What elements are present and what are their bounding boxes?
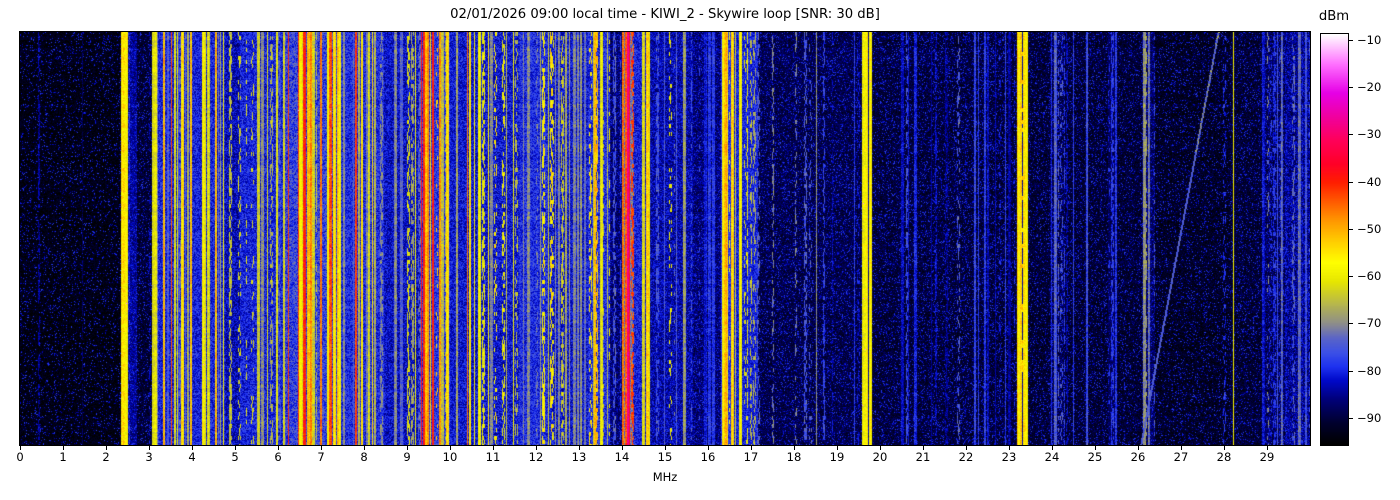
x-tick-label: 23: [1001, 450, 1017, 464]
x-tick-label: 8: [360, 450, 368, 464]
x-tick-label: 15: [657, 450, 673, 464]
x-tick-mark: [1267, 446, 1268, 450]
x-tick-label: 0: [16, 450, 24, 464]
page-title: 02/01/2026 09:00 local time - KIWI_2 - S…: [450, 7, 880, 22]
x-tick-mark: [235, 446, 236, 450]
colorbar-gradient-canvas: [1321, 34, 1348, 445]
x-tick-label: 18: [786, 450, 802, 464]
waterfall-plot-frame: [19, 31, 1311, 446]
colorbar-tick-mark: [1349, 134, 1353, 135]
x-tick-mark: [20, 446, 21, 450]
colorbar-frame: [1320, 33, 1349, 446]
x-tick-label: 19: [829, 450, 845, 464]
colorbar-tick-label: −90: [1357, 410, 1382, 425]
colorbar-tick-label: −60: [1357, 269, 1382, 284]
x-tick-label: 22: [958, 450, 974, 464]
x-tick-mark: [63, 446, 64, 450]
colorbar-tick-label: −30: [1357, 127, 1382, 142]
x-tick-label: 10: [442, 450, 458, 464]
waterfall-heatmap-canvas: [20, 32, 1310, 445]
x-tick-mark: [794, 446, 795, 450]
x-tick-mark: [837, 446, 838, 450]
x-tick-mark: [923, 446, 924, 450]
x-tick-mark: [493, 446, 494, 450]
colorbar-tick-label: −40: [1357, 174, 1382, 189]
x-tick-label: 11: [485, 450, 501, 464]
colorbar-tick-label: −50: [1357, 221, 1382, 236]
x-tick-label: 12: [528, 450, 544, 464]
x-tick-label: 29: [1259, 450, 1275, 464]
x-tick-mark: [106, 446, 107, 450]
x-tick-mark: [192, 446, 193, 450]
colorbar-tick-mark: [1349, 323, 1353, 324]
x-tick-mark: [880, 446, 881, 450]
x-tick-mark: [364, 446, 365, 450]
colorbar-unit-label: dBm: [1318, 9, 1350, 24]
x-tick-mark: [1224, 446, 1225, 450]
x-tick-mark: [1052, 446, 1053, 450]
x-tick-mark: [1095, 446, 1096, 450]
x-tick-mark: [1181, 446, 1182, 450]
colorbar-tick-label: −80: [1357, 363, 1382, 378]
x-tick-mark: [966, 446, 967, 450]
x-tick-label: 26: [1130, 450, 1146, 464]
x-tick-mark: [622, 446, 623, 450]
x-tick-label: 9: [403, 450, 411, 464]
colorbar-tick-label: −70: [1357, 316, 1382, 331]
x-tick-mark: [149, 446, 150, 450]
x-tick-mark: [407, 446, 408, 450]
x-tick-mark: [1138, 446, 1139, 450]
colorbar-tick-mark: [1349, 371, 1353, 372]
x-tick-label: 28: [1216, 450, 1232, 464]
x-tick-label: 24: [1044, 450, 1060, 464]
x-tick-mark: [278, 446, 279, 450]
x-tick-label: 20: [872, 450, 888, 464]
x-tick-mark: [1009, 446, 1010, 450]
colorbar-tick-label: −20: [1357, 79, 1382, 94]
x-tick-label: 21: [915, 450, 931, 464]
x-tick-label: 3: [145, 450, 153, 464]
x-tick-mark: [751, 446, 752, 450]
colorbar-tick-mark: [1349, 40, 1353, 41]
x-tick-label: 13: [571, 450, 587, 464]
x-axis-title: MHz: [652, 470, 678, 484]
colorbar-tick-mark: [1349, 276, 1353, 277]
x-tick-label: 14: [614, 450, 630, 464]
x-tick-mark: [321, 446, 322, 450]
x-tick-label: 2: [102, 450, 110, 464]
x-tick-mark: [579, 446, 580, 450]
x-tick-label: 1: [59, 450, 67, 464]
x-tick-label: 17: [743, 450, 759, 464]
x-tick-label: 16: [700, 450, 716, 464]
x-tick-mark: [708, 446, 709, 450]
colorbar-tick-label: −10: [1357, 32, 1382, 47]
x-tick-label: 4: [188, 450, 196, 464]
x-tick-label: 27: [1173, 450, 1189, 464]
colorbar-tick-mark: [1349, 182, 1353, 183]
colorbar-tick-mark: [1349, 418, 1353, 419]
colorbar-tick-mark: [1349, 229, 1353, 230]
x-tick-label: 6: [274, 450, 282, 464]
x-tick-label: 5: [231, 450, 239, 464]
x-tick-label: 7: [317, 450, 325, 464]
colorbar-tick-mark: [1349, 87, 1353, 88]
x-tick-mark: [536, 446, 537, 450]
x-tick-mark: [665, 446, 666, 450]
x-tick-mark: [450, 446, 451, 450]
x-tick-label: 25: [1087, 450, 1103, 464]
